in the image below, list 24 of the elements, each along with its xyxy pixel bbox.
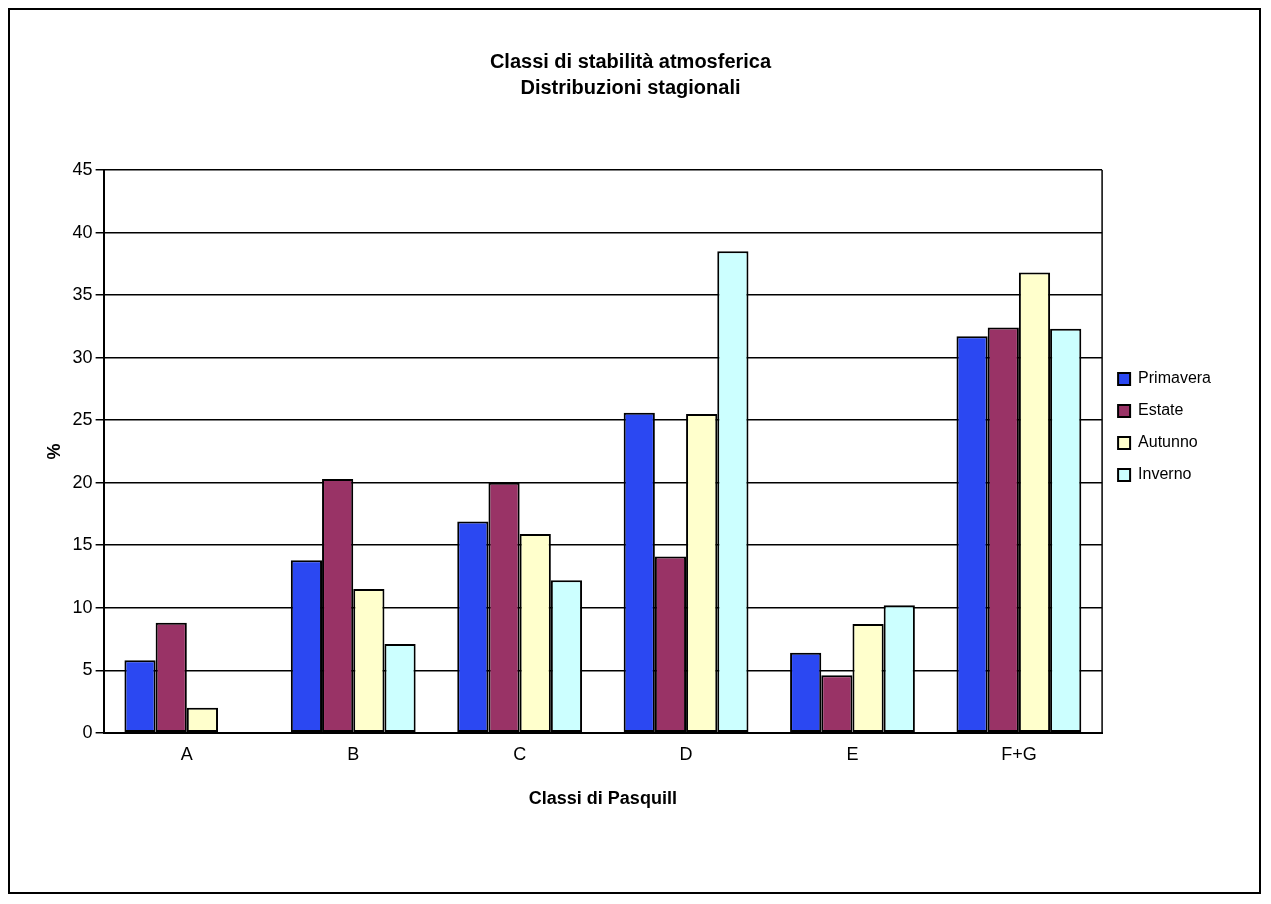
y-tick-label: 30 bbox=[72, 346, 93, 367]
y-tick-label: 35 bbox=[72, 284, 93, 305]
legend-label: Inverno bbox=[1138, 465, 1192, 483]
legend-label: Primavera bbox=[1138, 369, 1212, 387]
legend-label: Autunno bbox=[1138, 433, 1198, 451]
y-tick-label: 5 bbox=[82, 659, 93, 680]
x-tick-label: E bbox=[846, 743, 859, 764]
x-tick-label: C bbox=[513, 743, 527, 764]
x-tick-label: B bbox=[347, 743, 360, 764]
y-tick-label: 15 bbox=[72, 534, 93, 555]
x-tick-label: A bbox=[180, 743, 193, 764]
y-tick-label: 45 bbox=[72, 158, 93, 179]
y-tick-label: 40 bbox=[72, 221, 93, 242]
legend-label: Estate bbox=[1138, 401, 1184, 419]
y-tick-label: 20 bbox=[72, 471, 93, 492]
x-axis-title: Classi di Pasquill bbox=[528, 788, 677, 809]
x-tick-label: D bbox=[679, 743, 693, 764]
y-tick-label: 0 bbox=[82, 721, 93, 742]
y-axis-title: % bbox=[43, 443, 64, 460]
x-tick-label: F+G bbox=[1001, 743, 1037, 764]
chart-subtitle: Distribuzioni stagionali bbox=[520, 75, 741, 98]
y-tick-label: 10 bbox=[72, 596, 93, 617]
chart-title: Classi di stabilità atmosferica bbox=[489, 49, 772, 72]
y-tick-label: 25 bbox=[72, 409, 93, 430]
